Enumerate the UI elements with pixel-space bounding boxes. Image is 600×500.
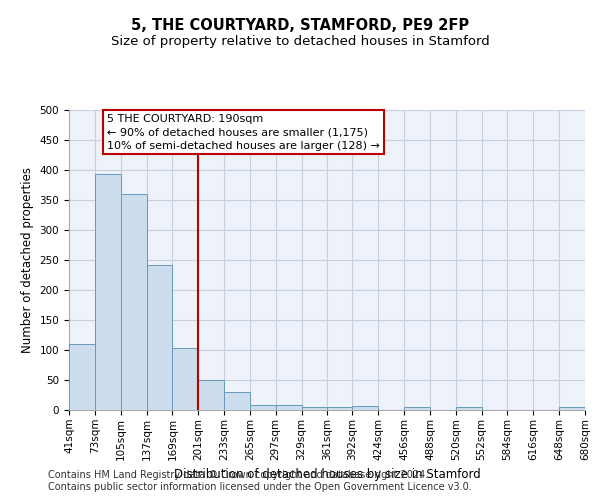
Text: 5 THE COURTYARD: 190sqm
← 90% of detached houses are smaller (1,175)
10% of semi: 5 THE COURTYARD: 190sqm ← 90% of detache… (107, 114, 380, 150)
Bar (172, 348, 198, 410)
Bar (69, 344, 95, 410)
Text: Size of property relative to detached houses in Stamford: Size of property relative to detached ho… (110, 35, 490, 48)
Bar (559, 407, 585, 410)
Text: 5, THE COURTYARD, STAMFORD, PE9 2FP: 5, THE COURTYARD, STAMFORD, PE9 2FP (131, 18, 469, 32)
Text: Contains public sector information licensed under the Open Government Licence v3: Contains public sector information licen… (48, 482, 472, 492)
Bar (456, 407, 482, 410)
X-axis label: Distribution of detached houses by size in Stamford: Distribution of detached houses by size … (173, 468, 481, 481)
Bar (352, 406, 378, 410)
Bar (95, 174, 121, 410)
Bar (121, 194, 146, 410)
Bar (276, 405, 302, 410)
Bar (224, 392, 250, 410)
Bar (302, 407, 328, 410)
Bar (404, 407, 430, 410)
Y-axis label: Number of detached properties: Number of detached properties (21, 167, 34, 353)
Bar (146, 265, 172, 410)
Text: Contains HM Land Registry data © Crown copyright and database right 2024.: Contains HM Land Registry data © Crown c… (48, 470, 428, 480)
Bar (198, 380, 224, 410)
Bar (250, 404, 276, 410)
Bar (328, 407, 353, 410)
